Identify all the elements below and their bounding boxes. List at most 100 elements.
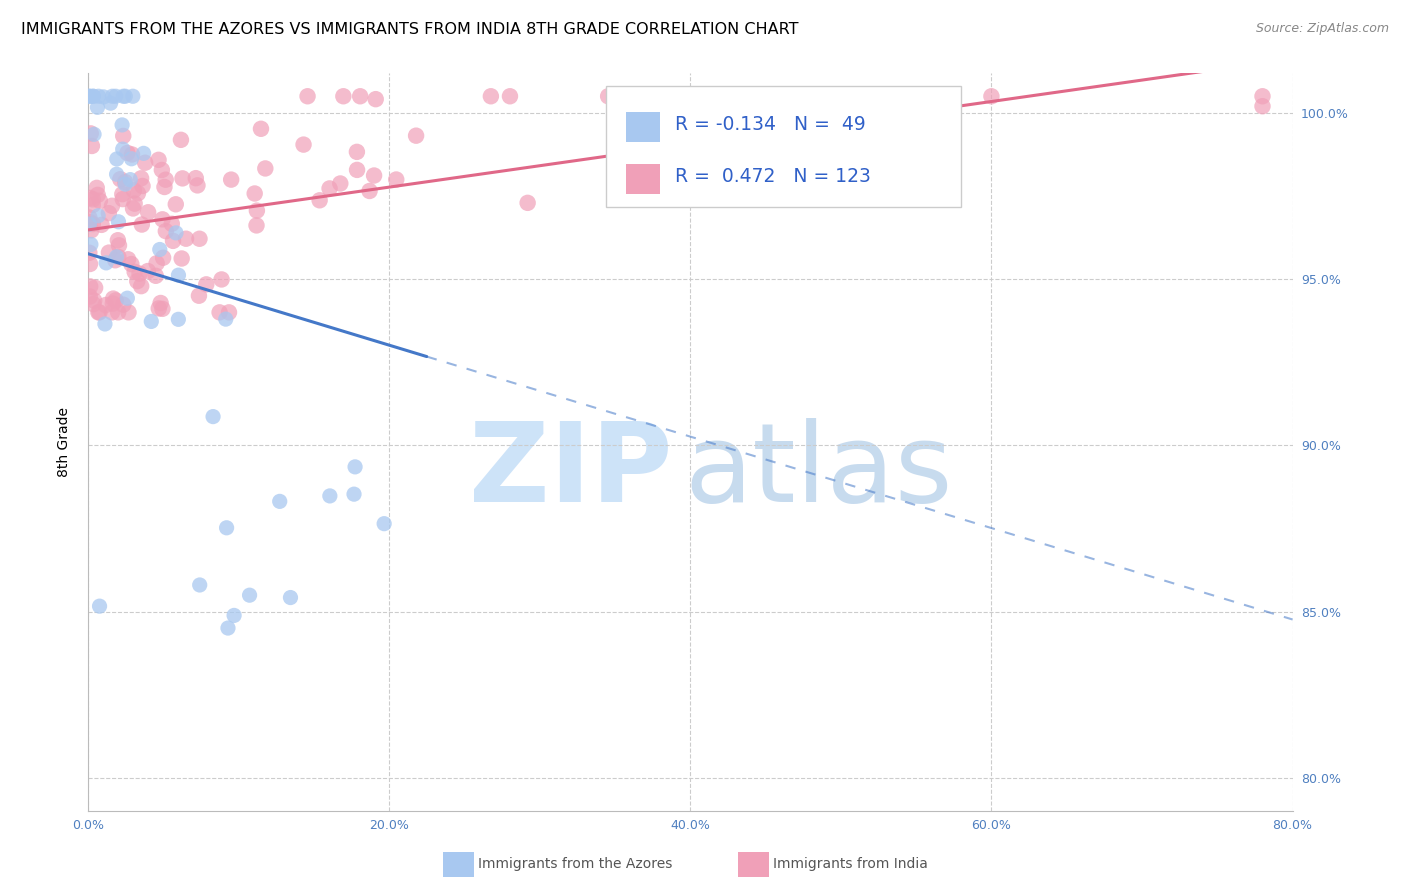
Point: [619, 89, 641, 103]
Point: [217, 621, 239, 635]
Point: [105, 152, 128, 166]
Point: [124, 196, 146, 211]
Point: [107, 305, 129, 319]
Point: [165, 226, 187, 240]
Point: [114, 89, 136, 103]
Point: [129, 279, 152, 293]
Text: atlas: atlas: [685, 418, 953, 525]
Point: [150, 163, 173, 178]
Point: [318, 181, 340, 195]
Point: [111, 187, 134, 202]
Point: [97, 206, 120, 220]
Point: [110, 172, 132, 186]
Point: [661, 89, 683, 103]
Point: [79, 217, 101, 231]
Point: [149, 243, 172, 257]
Point: [101, 305, 124, 319]
Point: [167, 312, 190, 326]
Point: [79, 257, 101, 271]
Point: [479, 89, 502, 103]
Point: [79, 279, 101, 293]
Point: [385, 172, 408, 186]
Point: [830, 89, 852, 103]
Point: [89, 305, 111, 319]
Point: [679, 89, 702, 103]
Point: [349, 89, 371, 103]
Point: [103, 292, 125, 306]
Point: [79, 245, 101, 260]
Point: [107, 233, 129, 247]
Point: [499, 89, 522, 103]
Point: [121, 147, 143, 161]
Point: [80, 139, 103, 153]
Point: [117, 252, 139, 267]
Point: [112, 89, 135, 103]
Text: ZIP: ZIP: [468, 418, 672, 525]
Point: [87, 305, 110, 319]
Point: [107, 215, 129, 229]
Point: [131, 179, 153, 194]
Point: [96, 256, 118, 270]
Point: [152, 251, 174, 265]
Point: [82, 192, 104, 206]
Y-axis label: 8th Grade: 8th Grade: [58, 407, 72, 477]
Point: [104, 293, 127, 308]
Point: [184, 171, 207, 186]
Point: [80, 237, 103, 252]
Point: [79, 89, 101, 103]
Point: [136, 205, 159, 219]
Point: [186, 178, 208, 193]
Point: [82, 217, 104, 231]
Point: [83, 293, 105, 308]
Point: [218, 305, 240, 319]
Point: [127, 274, 149, 288]
Point: [155, 224, 177, 238]
Point: [112, 128, 135, 143]
Point: [79, 89, 101, 103]
Text: R = -0.134   N =  49: R = -0.134 N = 49: [675, 115, 865, 134]
Point: [153, 180, 176, 194]
Text: Immigrants from India: Immigrants from India: [773, 857, 928, 871]
Point: [637, 102, 659, 116]
Point: [170, 252, 193, 266]
Point: [373, 516, 395, 531]
Text: Source: ZipAtlas.com: Source: ZipAtlas.com: [1256, 22, 1389, 36]
Point: [111, 142, 134, 156]
Point: [89, 194, 111, 208]
Point: [245, 219, 267, 233]
Text: IMMIGRANTS FROM THE AZORES VS IMMIGRANTS FROM INDIA 8TH GRADE CORRELATION CHART: IMMIGRANTS FROM THE AZORES VS IMMIGRANTS…: [21, 22, 799, 37]
Point: [79, 215, 101, 229]
Point: [83, 128, 105, 142]
FancyBboxPatch shape: [627, 164, 659, 194]
Point: [127, 186, 149, 201]
Point: [246, 203, 269, 218]
Point: [343, 487, 366, 501]
Point: [155, 172, 177, 186]
Point: [117, 145, 139, 160]
FancyBboxPatch shape: [627, 112, 659, 143]
Point: [188, 578, 211, 592]
Point: [215, 521, 238, 535]
Point: [219, 172, 242, 186]
Point: [82, 89, 104, 103]
Point: [111, 192, 134, 206]
Point: [79, 191, 101, 205]
Point: [364, 92, 387, 106]
Point: [80, 223, 103, 237]
Point: [332, 89, 354, 103]
Point: [516, 195, 538, 210]
Point: [121, 152, 143, 166]
Point: [93, 90, 115, 104]
Point: [211, 272, 233, 286]
Point: [112, 298, 135, 312]
Point: [117, 305, 139, 319]
Point: [202, 409, 225, 424]
Point: [292, 137, 315, 152]
Point: [254, 161, 277, 176]
Point: [148, 301, 170, 316]
Point: [188, 232, 211, 246]
FancyBboxPatch shape: [606, 86, 962, 207]
Point: [101, 199, 124, 213]
Point: [170, 133, 193, 147]
Point: [104, 253, 127, 268]
